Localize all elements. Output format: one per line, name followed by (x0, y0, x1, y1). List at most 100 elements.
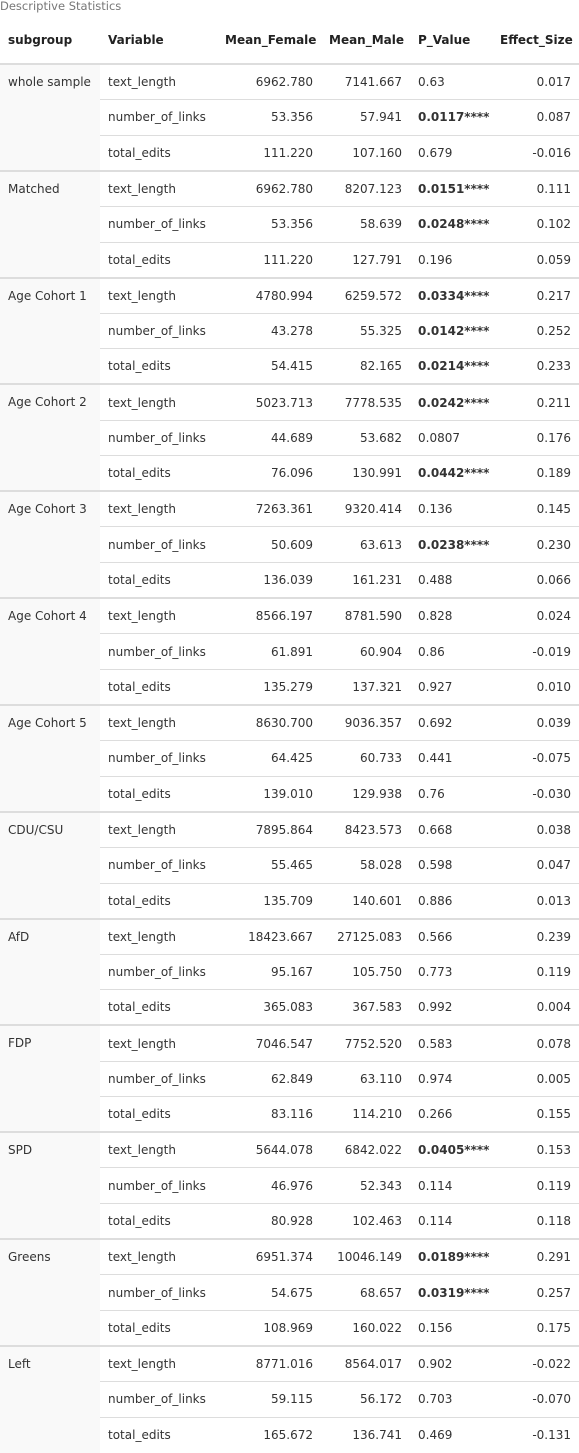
mean-male-cell: 53.682 (321, 419, 410, 456)
variable-cell: total_edits (100, 348, 217, 385)
effect-size-cell: 0.118 (492, 1203, 579, 1240)
variable-cell: number_of_links (100, 846, 217, 884)
variable-cell: text_length (100, 169, 217, 207)
mean-male-cell: 60.904 (321, 633, 410, 670)
table-row: total_edits 135.279 137.321 0.927 0.010 (0, 668, 579, 705)
mean-male-cell: 55.325 (321, 312, 410, 349)
effect-size-cell: -0.131 (492, 1416, 579, 1453)
effect-size-cell: 0.252 (492, 312, 579, 349)
p-value-cell: 0.488 (410, 562, 492, 599)
mean-male-cell: 57.941 (321, 99, 410, 136)
table-row: total_edits 111.220 107.160 0.679 -0.016 (0, 134, 579, 171)
mean-male-cell: 367.583 (321, 989, 410, 1026)
mean-male-cell: 114.210 (321, 1096, 410, 1133)
table-row: CDU/CSU text_length 7895.864 8423.573 0.668 0… (0, 810, 579, 919)
mean-male-cell: 127.791 (321, 241, 410, 278)
table-body: whole sample text_length 6962.780 7141.667 0… (0, 63, 579, 1453)
mean-male-cell: 68.657 (321, 1274, 410, 1311)
mean-female-cell: 6962.780 (217, 169, 321, 207)
table-row: whole sample text_length 6962.780 7141.667 0… (0, 63, 579, 171)
mean-female-cell: 139.010 (217, 775, 321, 812)
effect-size-cell: -0.070 (492, 1381, 579, 1418)
subgroup-cell: Age Cohort 4 (0, 597, 100, 705)
variable-cell: text_length (100, 597, 217, 634)
mean-female-cell: 62.849 (217, 1060, 321, 1097)
mean-male-cell: 8564.017 (321, 1344, 410, 1382)
mean-female-cell: 53.356 (217, 205, 321, 243)
variable-cell: text_length (100, 1344, 217, 1382)
effect-size-cell: 0.233 (492, 348, 579, 385)
variable-cell: number_of_links (100, 312, 217, 349)
mean-male-cell: 27125.083 (321, 917, 410, 955)
mean-female-cell: 8771.016 (217, 1344, 321, 1382)
mean-female-cell: 365.083 (217, 989, 321, 1026)
mean-male-cell: 105.750 (321, 953, 410, 990)
variable-cell: total_edits (100, 668, 217, 705)
p-value-cell: 0.0442**** (410, 455, 492, 492)
p-value-cell: 0.0319**** (410, 1274, 492, 1311)
effect-size-cell: -0.030 (492, 775, 579, 812)
mean-female-cell: 4780.994 (217, 276, 321, 314)
variable-cell: number_of_links (100, 205, 217, 243)
mean-male-cell: 58.028 (321, 846, 410, 884)
mean-female-cell: 111.220 (217, 134, 321, 171)
variable-cell: number_of_links (100, 1167, 217, 1204)
subgroup-cell: whole sample (0, 63, 100, 171)
effect-size-cell: 0.013 (492, 882, 579, 919)
subgroup-cell: Left (0, 1344, 100, 1453)
variable-cell: text_length (100, 1238, 217, 1275)
mean-male-cell: 161.231 (321, 562, 410, 599)
effect-size-cell: -0.016 (492, 134, 579, 171)
header-variable: Variable (100, 16, 217, 65)
effect-size-cell: 0.005 (492, 1060, 579, 1097)
effect-size-cell: 0.047 (492, 846, 579, 884)
subgroup-cell: AfD (0, 917, 100, 1026)
effect-size-cell: -0.075 (492, 740, 579, 777)
effect-size-cell: 0.230 (492, 526, 579, 563)
variable-cell: total_edits (100, 134, 217, 171)
mean-female-cell: 108.969 (217, 1309, 321, 1346)
variable-cell: number_of_links (100, 740, 217, 777)
table-row: total_edits 76.096 130.991 0.0442**** 0.189 (0, 455, 579, 492)
p-value-cell: 0.0242**** (410, 383, 492, 421)
variable-cell: text_length (100, 703, 217, 741)
variable-cell: total_edits (100, 562, 217, 599)
header-p-value: P_Value (410, 16, 492, 65)
p-value-cell: 0.114 (410, 1203, 492, 1240)
effect-size-cell: 0.291 (492, 1238, 579, 1275)
table-row: Left text_length 8771.016 8564.017 0.902 -0.0… (0, 1344, 579, 1453)
variable-cell: total_edits (100, 775, 217, 812)
p-value-cell: 0.828 (410, 597, 492, 634)
mean-female-cell: 135.279 (217, 668, 321, 705)
table-row: total_edits 136.039 161.231 0.488 0.066 (0, 562, 579, 599)
table-row: SPD text_length 5644.078 6842.022 0.0405****… (0, 1131, 579, 1240)
p-value-cell: 0.0189**** (410, 1238, 492, 1275)
table-caption: Descriptive Statistics (0, 0, 122, 13)
mean-male-cell: 63.110 (321, 1060, 410, 1097)
effect-size-cell: 0.004 (492, 989, 579, 1026)
effect-size-cell: 0.176 (492, 419, 579, 456)
effect-size-cell: 0.078 (492, 1024, 579, 1062)
header-mean-female: Mean_Female (217, 16, 321, 65)
table-row: Age Cohort 4 text_length 8566.197 8781.590 0… (0, 597, 579, 705)
variable-cell: total_edits (100, 1309, 217, 1346)
mean-female-cell: 95.167 (217, 953, 321, 990)
mean-male-cell: 137.321 (321, 668, 410, 705)
p-value-cell: 0.703 (410, 1381, 492, 1418)
effect-size-cell: 0.189 (492, 455, 579, 492)
mean-male-cell: 8781.590 (321, 597, 410, 634)
table-row: total_edits 108.969 160.022 0.156 0.175 (0, 1309, 579, 1346)
mean-male-cell: 7778.535 (321, 383, 410, 421)
mean-female-cell: 7263.361 (217, 490, 321, 527)
table-row: number_of_links 62.849 63.110 0.974 0.005 (0, 1060, 579, 1097)
mean-female-cell: 8566.197 (217, 597, 321, 634)
table-row: total_edits 80.928 102.463 0.114 0.118 (0, 1203, 579, 1240)
table-row: number_of_links 53.356 57.941 0.0117**** 0.0… (0, 99, 579, 136)
mean-female-cell: 54.415 (217, 348, 321, 385)
p-value-cell: 0.114 (410, 1167, 492, 1204)
subgroup-cell: Greens (0, 1238, 100, 1346)
p-value-cell: 0.76 (410, 775, 492, 812)
p-value-cell: 0.0248**** (410, 205, 492, 243)
p-value-cell: 0.773 (410, 953, 492, 990)
variable-cell: total_edits (100, 241, 217, 278)
